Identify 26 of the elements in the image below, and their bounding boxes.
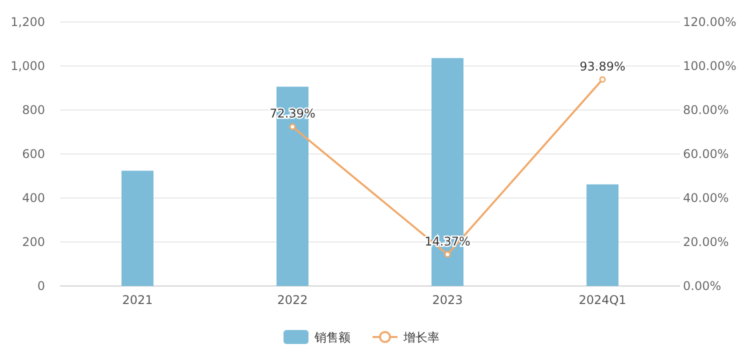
y-tick-label: 200 xyxy=(22,235,45,249)
y2-tick-label: 40.00% xyxy=(683,191,729,205)
x-tick-label: 2023 xyxy=(432,293,463,307)
y2-tick-label: 100.00% xyxy=(683,59,736,73)
bar xyxy=(122,170,154,286)
y-tick-label: 1,000 xyxy=(10,59,45,73)
point xyxy=(599,76,606,83)
y2-tick-label: 120.00% xyxy=(683,15,736,29)
y2-tick-label: 0.00% xyxy=(683,279,722,293)
x-tick-label: 2022 xyxy=(277,293,308,307)
y-tick-label: 0 xyxy=(37,279,45,293)
y-tick-label: 600 xyxy=(22,147,45,161)
bar xyxy=(586,184,618,286)
data-label: 93.89% xyxy=(580,59,626,74)
x-tick-label: 2021 xyxy=(122,293,153,307)
point xyxy=(444,251,451,258)
y-tick-label: 800 xyxy=(22,103,45,117)
legend-label: 销售额 xyxy=(314,330,350,344)
legend-label: 增长率 xyxy=(402,330,440,344)
y2-tick-label: 60.00% xyxy=(683,147,729,161)
y2-tick-label: 20.00% xyxy=(683,235,729,249)
x-tick-label: 2024Q1 xyxy=(578,293,626,307)
point xyxy=(289,123,296,130)
y2-tick-label: 80.00% xyxy=(683,103,729,117)
y-tick-label: 400 xyxy=(22,191,45,205)
y-tick-label: 1,200 xyxy=(10,15,45,29)
